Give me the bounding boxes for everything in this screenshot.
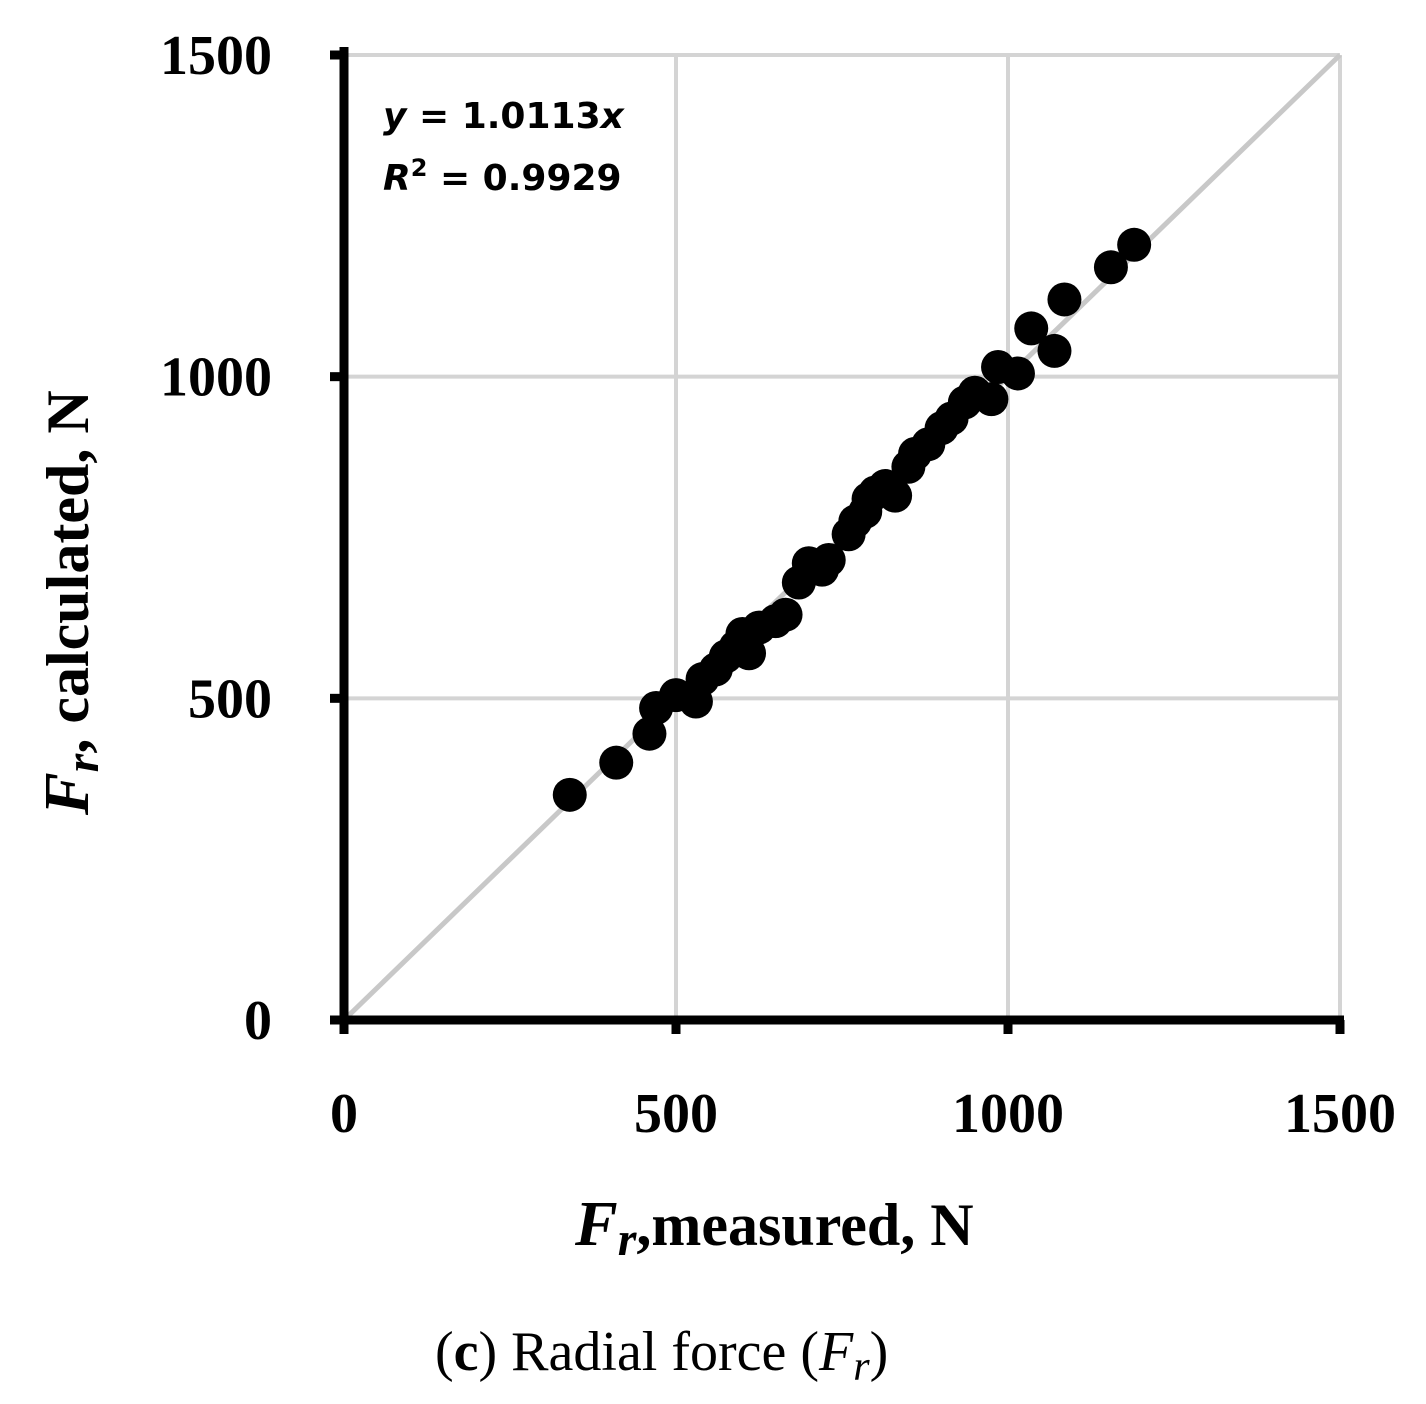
equation-label: y = 1.0113x: [383, 96, 626, 137]
x-tick-label: 1500: [1284, 1083, 1396, 1145]
y-tick-label: 1000: [160, 347, 272, 409]
y-tick-labels: 0 500 1000 1500: [160, 25, 272, 1052]
data-point: [599, 745, 634, 780]
data-point: [1000, 356, 1035, 391]
x-tick-label: 1000: [952, 1083, 1064, 1145]
data-point: [632, 716, 667, 751]
data-point: [1014, 311, 1049, 346]
y-axis-title: Fr, calculated, N: [31, 390, 109, 816]
y-tick-label: 1500: [160, 25, 272, 87]
data-point: [1047, 282, 1082, 317]
x-tick-labels: 0 500 1000 1500: [330, 1083, 1396, 1145]
data-point: [1093, 250, 1128, 285]
data-point: [1037, 333, 1072, 368]
y-tick-label: 0: [244, 990, 272, 1052]
x-axis-title: Fr,measured, N: [574, 1188, 974, 1266]
axes: [330, 47, 1345, 1034]
data-point: [732, 636, 767, 671]
data-point: [768, 597, 803, 632]
data-points: [552, 227, 1152, 812]
r-squared-label: R2 = 0.9929: [383, 154, 622, 199]
y-tick-label: 500: [188, 668, 272, 730]
data-point: [1117, 227, 1152, 262]
x-tick-label: 0: [330, 1083, 358, 1145]
x-tick-label: 500: [634, 1083, 718, 1145]
data-point: [811, 543, 846, 578]
data-point: [878, 478, 913, 513]
data-point: [552, 777, 587, 812]
data-point: [974, 382, 1009, 417]
figure-caption: (c) Radial force (Fr): [435, 1321, 888, 1390]
gridlines: [344, 53, 1342, 1020]
